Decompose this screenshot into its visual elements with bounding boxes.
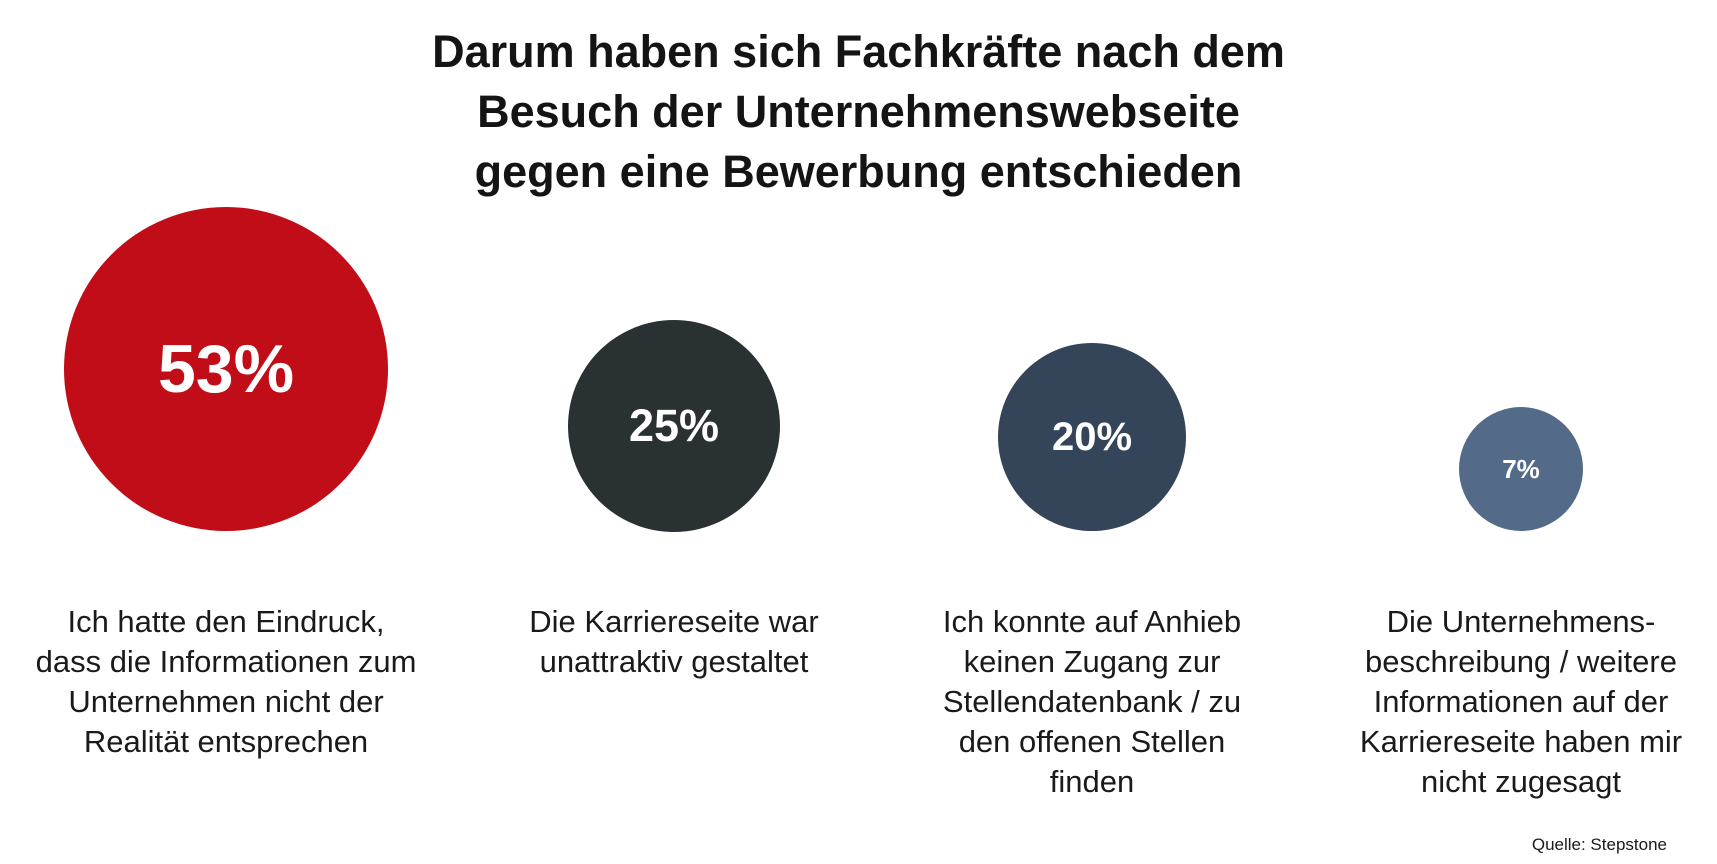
bubble-label: Die Karriereseite war unattraktiv gestal… bbox=[529, 602, 818, 682]
bubble-53: 53% bbox=[64, 207, 388, 531]
chart-title: Darum haben sich Fachkräfte nach dem Bes… bbox=[0, 22, 1717, 202]
label-line: unattraktiv gestaltet bbox=[539, 644, 809, 679]
bubble-label: Die Unternehmens- beschreibung / weitere… bbox=[1360, 602, 1682, 802]
bubble-value: 25% bbox=[628, 400, 720, 451]
label-line: Karriereseite haben mir bbox=[1359, 724, 1683, 759]
label-line: den offenen Stellen bbox=[958, 724, 1226, 759]
bubble-20: 20% bbox=[998, 343, 1186, 531]
label-line: keinen Zugang zur bbox=[963, 644, 1221, 679]
label-line: Stellendatenbank / zu bbox=[942, 684, 1242, 719]
label-line: Ich konnte auf Anhieb bbox=[942, 604, 1242, 639]
label-line: Ich hatte den Eindruck, bbox=[67, 604, 385, 639]
label-line: nicht zugesagt bbox=[1421, 764, 1621, 799]
source-note: Quelle: Stepstone bbox=[1531, 835, 1667, 854]
title-line: gegen eine Bewerbung entschieden bbox=[474, 146, 1243, 197]
label-line: beschreibung / weitere bbox=[1365, 644, 1677, 679]
label-line: Realität entsprechen bbox=[83, 724, 369, 759]
title-line: Besuch der Unternehmenswebseite bbox=[477, 86, 1240, 137]
label-line: Unternehmen nicht der bbox=[68, 684, 384, 719]
bubble-7: 7% bbox=[1459, 407, 1583, 531]
label-line: Die Unternehmens- bbox=[1386, 604, 1656, 639]
bubble-value: 20% bbox=[1051, 414, 1133, 459]
label-line: finden bbox=[1049, 764, 1135, 799]
bubble-value: 7% bbox=[1502, 453, 1540, 484]
title-line: Darum haben sich Fachkräfte nach dem bbox=[432, 26, 1285, 77]
label-line: Informationen auf der bbox=[1373, 684, 1669, 719]
label-line: dass die Informationen zum bbox=[35, 644, 417, 679]
bubble-25: 25% bbox=[568, 320, 780, 532]
bubble-label: Ich konnte auf Anhieb keinen Zugang zur … bbox=[943, 602, 1241, 802]
bubble-value: 53% bbox=[157, 331, 295, 407]
bubble-label: Ich hatte den Eindruck, dass die Informa… bbox=[36, 602, 417, 762]
label-line: Die Karriereseite war bbox=[529, 604, 819, 639]
